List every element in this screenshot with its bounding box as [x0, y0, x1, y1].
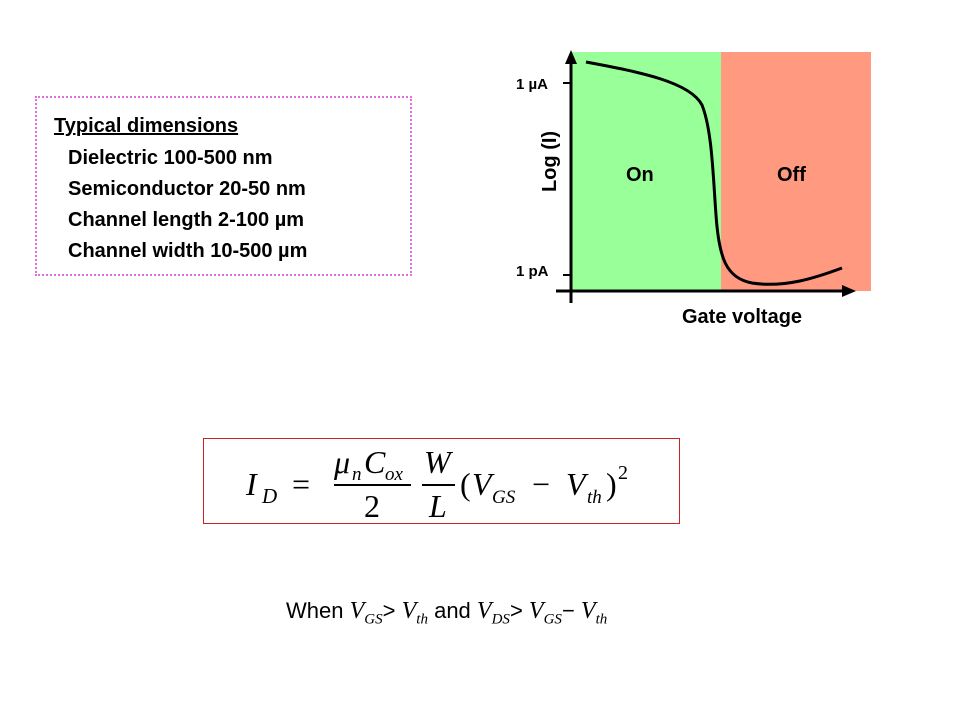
off-region-label: Off: [777, 164, 806, 186]
condition-and: and: [434, 598, 471, 623]
formula-mu: μ: [333, 444, 350, 480]
formula-v1: V: [472, 466, 495, 502]
condition-gs-sub: GS: [364, 611, 383, 628]
y-tick-label-1pA: 1 pA: [516, 263, 549, 280]
condition-th-sub-2: th: [595, 611, 608, 628]
formula-w: W: [424, 444, 454, 480]
condition-gt-1: >: [382, 598, 396, 623]
formula-l: L: [428, 488, 447, 523]
dielectric-dimension: Dielectric 100-500 nm: [68, 147, 273, 169]
channel-width-dimension: Channel width 10-500 µm: [68, 240, 308, 262]
formula-paren-open: (: [460, 466, 471, 502]
formula-c-sub: ox: [385, 464, 404, 485]
condition-v-gs: V: [349, 598, 365, 624]
formula-equals: =: [292, 466, 310, 502]
formula-paren-close: ): [606, 466, 617, 502]
saturation-condition: When VGS> Vth and VDS> VGS− Vth: [286, 598, 607, 628]
x-axis-label: Gate voltage: [682, 306, 802, 328]
condition-gs-sub-2: GS: [543, 611, 562, 628]
condition-th-sub: th: [416, 611, 428, 628]
condition-v-ds: V: [476, 598, 492, 624]
formula-v2-sub: th: [587, 487, 602, 508]
on-region-label: On: [626, 164, 654, 186]
typical-dimensions-heading: Typical dimensions: [54, 115, 239, 137]
condition-v-th: V: [401, 598, 417, 624]
on-region: [571, 52, 721, 291]
current-curve: [585, 60, 843, 286]
typical-dimensions-box: Typical dimensions Dielectric 100-500 nm…: [35, 96, 412, 276]
formula-lhs: I: [245, 466, 258, 502]
y-axis-label: Log (I): [539, 131, 561, 192]
formula-v2: V: [566, 466, 589, 502]
drain-current-formula: I D = μ n C ox 2 W L ( V GS − V: [245, 444, 628, 523]
y-axis-arrow: [565, 50, 577, 64]
y-tick-label-1uA: 1 µA: [516, 76, 548, 93]
condition-gt-2: >: [509, 598, 523, 623]
formula-v1-sub: GS: [492, 487, 516, 508]
x-axis-arrow: [842, 285, 856, 297]
formula-exponent: 2: [618, 462, 628, 484]
drain-current-formula-box: I D = μ n C ox 2 W L ( V GS − V: [203, 438, 680, 524]
condition-ds-sub: DS: [491, 611, 510, 628]
condition-v-th-2: V: [580, 598, 596, 624]
formula-mu-sub: n: [352, 464, 362, 485]
condition-v-gs-2: V: [528, 598, 544, 624]
semiconductor-dimension: Semiconductor 20-50 nm: [68, 178, 306, 200]
off-region: [721, 52, 871, 291]
condition-when: When: [286, 598, 344, 623]
channel-length-dimension: Channel length 2-100 µm: [68, 209, 305, 231]
condition-minus: −: [561, 598, 575, 623]
formula-den-2: 2: [364, 488, 380, 523]
formula-lhs-sub: D: [261, 484, 277, 508]
formula-c: C: [364, 444, 386, 480]
formula-minus: −: [532, 466, 550, 502]
